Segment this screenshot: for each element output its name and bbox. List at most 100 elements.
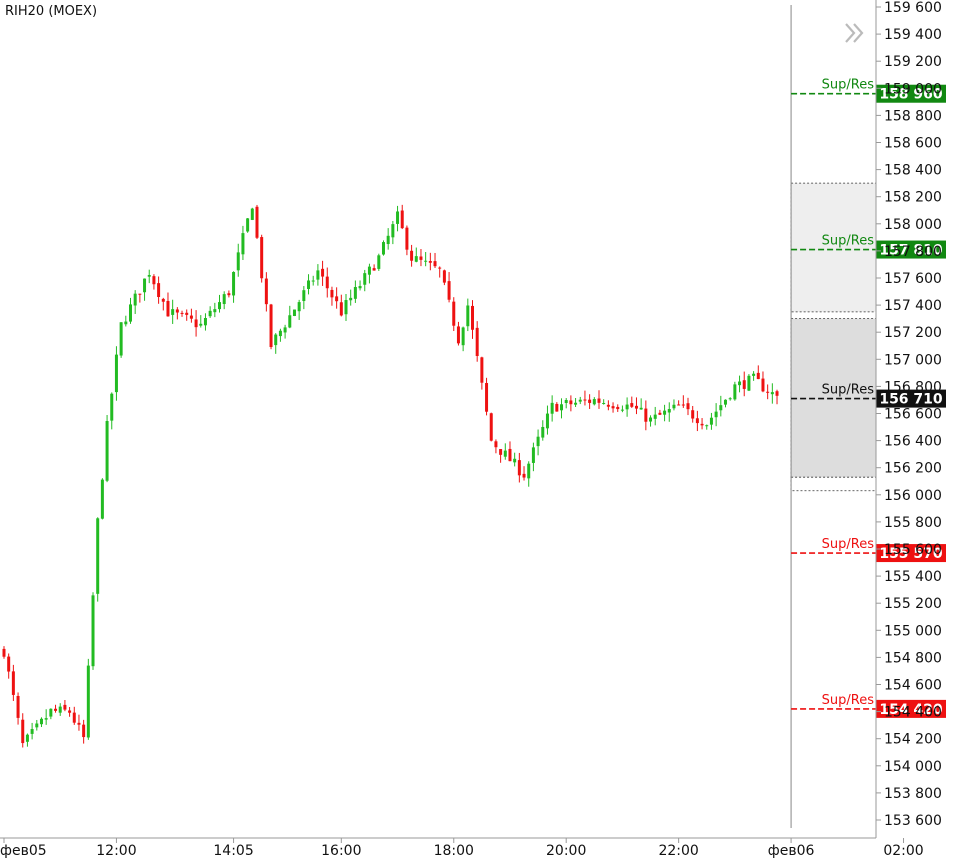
candle-body: [11, 671, 15, 695]
y-tick-label: 157 800: [884, 244, 942, 260]
candle-body: [672, 404, 676, 409]
y-tick-label: 156 800: [884, 379, 942, 395]
candle-body: [49, 708, 53, 717]
y-tick-label: 155 200: [884, 596, 942, 612]
candle-body: [644, 408, 648, 422]
candle-body: [316, 270, 320, 280]
candle-body: [405, 227, 409, 250]
candle-body: [592, 399, 596, 405]
y-tick-label: 157 600: [884, 271, 942, 287]
y-tick-label: 159 400: [884, 27, 942, 43]
candle-body: [611, 406, 615, 409]
candle-body: [400, 210, 404, 229]
y-tick-label: 157 000: [884, 352, 942, 368]
candle-body: [377, 255, 381, 269]
level-price-text-4: 154 420: [879, 702, 943, 718]
candle-body: [381, 242, 385, 255]
candle-body: [738, 381, 742, 386]
candle-body: [606, 404, 610, 407]
candle-body: [419, 256, 423, 260]
candle-body: [527, 463, 531, 479]
x-tick-label: 18:00: [434, 843, 474, 859]
x-axis: фев05 12:00 14:05 16:00 18:00 20:00 22:00 фев06…: [0, 837, 924, 859]
zone-2: [790, 476, 877, 492]
level-label-0: Sup/Res: [822, 78, 875, 93]
candle-body: [508, 448, 512, 462]
candle-body: [185, 312, 189, 315]
candle-body: [96, 518, 100, 594]
x-tick-label: 16:00: [321, 843, 361, 859]
y-tick-label: 159 000: [884, 81, 942, 97]
candle-body: [63, 704, 67, 710]
candle-body: [677, 404, 681, 406]
candle-body: [7, 656, 11, 672]
candle-body: [208, 310, 212, 317]
y-tick-label: 155 000: [884, 623, 942, 639]
y-tick-label: 153 600: [884, 813, 942, 829]
candle-body: [372, 268, 376, 271]
candle-body: [742, 380, 746, 389]
y-tick-label: 158 000: [884, 217, 942, 233]
candle-body: [723, 399, 727, 405]
candle-body: [147, 275, 151, 277]
x-tick-label: фев06: [768, 843, 815, 859]
x-tick-label: 22:00: [658, 843, 698, 859]
candle-body: [649, 417, 653, 422]
candle-body: [761, 378, 765, 392]
candle-body: [541, 426, 545, 438]
candle-body: [283, 327, 287, 333]
candle-body: [82, 724, 86, 738]
x-tick-label: 20:00: [546, 843, 586, 859]
candle-body: [747, 375, 751, 391]
candle-body: [246, 218, 250, 232]
candle-body: [25, 734, 29, 742]
candle-body: [133, 293, 137, 306]
level-price-text-2: 156 710: [879, 392, 943, 408]
y-tick-label: 154 800: [884, 650, 942, 666]
candle-body: [658, 412, 662, 415]
candle-body: [349, 297, 353, 301]
candle-body: [358, 286, 362, 289]
y-tick-label: 154 200: [884, 732, 942, 748]
double-chevron-right-icon[interactable]: [840, 18, 870, 48]
y-tick-label: 156 200: [884, 461, 942, 477]
y-tick-label: 157 400: [884, 298, 942, 314]
candle-body: [625, 404, 629, 410]
candle-body: [728, 398, 732, 400]
level-price-text-0: 158 960: [879, 87, 943, 103]
level-label-2: Sup/Res: [822, 383, 875, 398]
candle-body: [152, 276, 156, 285]
candle-body: [653, 414, 657, 419]
candle-body: [39, 718, 43, 725]
candle-body: [545, 413, 549, 429]
candle-body: [433, 261, 437, 267]
y-tick-label: 158 200: [884, 190, 942, 206]
candle-body: [203, 318, 207, 326]
candle-body: [639, 407, 643, 410]
candle-body: [428, 261, 432, 263]
candle-body: [166, 300, 170, 317]
candle-body: [555, 403, 559, 412]
candle-body: [550, 402, 554, 414]
candle-body: [513, 458, 517, 463]
candle-body: [330, 289, 334, 298]
candle-body: [391, 224, 395, 238]
candle-body: [91, 595, 95, 667]
y-tick-label: 156 400: [884, 434, 942, 450]
candle-body: [719, 405, 723, 411]
candle-body: [274, 334, 278, 346]
candle-body: [100, 479, 104, 519]
candle-body: [241, 233, 245, 255]
candle-body: [325, 276, 329, 289]
candle-body: [54, 708, 58, 711]
candle-body: [157, 283, 161, 298]
candle-body: [138, 293, 142, 295]
candle-body: [250, 208, 254, 220]
candle-body: [222, 294, 226, 305]
candle-body: [278, 330, 282, 337]
level-price-badge-4: [876, 699, 946, 718]
x-tick-label: 02:00: [883, 843, 923, 859]
candle-body: [363, 273, 367, 285]
candle-body: [105, 420, 109, 481]
